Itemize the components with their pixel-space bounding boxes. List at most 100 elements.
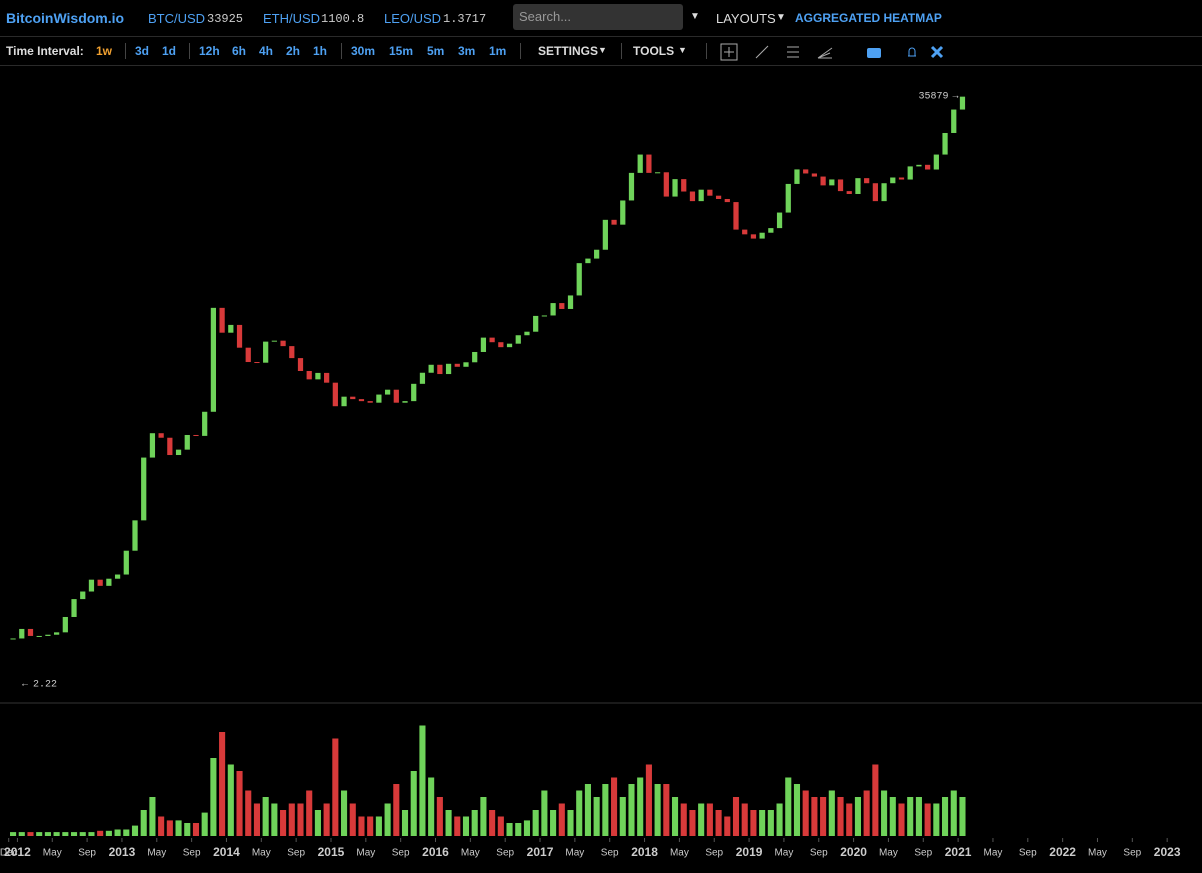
- candle: [280, 340, 286, 347]
- separator: [125, 43, 126, 59]
- ticker-price: 1.3717: [443, 12, 487, 26]
- interval-button[interactable]: 1d: [162, 44, 177, 58]
- hlines-icon[interactable]: [787, 46, 799, 58]
- candle: [829, 179, 835, 186]
- interval-button[interactable]: 1h: [313, 44, 328, 58]
- volume-bar: [341, 790, 348, 836]
- candle: [776, 212, 783, 229]
- volume-bar: [306, 790, 313, 836]
- candle: [637, 154, 643, 173]
- candle: [19, 628, 25, 639]
- toolbar: Time Interval: 1w 3d 1d 12h 6h 4h 2h 1h 30m 15m 5m…: [0, 37, 1202, 66]
- line-icon[interactable]: [755, 45, 769, 59]
- candle: [733, 202, 739, 230]
- interval-button[interactable]: 1m: [489, 44, 507, 58]
- candle: [533, 315, 539, 332]
- ticker-symbol[interactable]: BTC/USD: [148, 11, 206, 26]
- x-tick-label: May: [879, 848, 898, 859]
- crosshair-icon[interactable]: [720, 43, 738, 61]
- volume-bar: [62, 832, 69, 836]
- interval-button[interactable]: 3m: [458, 44, 476, 58]
- candle: [646, 154, 652, 173]
- candle: [245, 347, 251, 363]
- candle: [27, 628, 34, 636]
- interval-button[interactable]: 5m: [427, 44, 445, 58]
- high-label: 35879: [918, 91, 948, 102]
- dropdown-arrow[interactable]: ▼: [598, 45, 607, 55]
- layouts-menu[interactable]: LAYOUTS: [716, 11, 776, 26]
- dropdown-arrow[interactable]: ▼: [690, 11, 700, 22]
- volume-bar: [227, 764, 234, 836]
- interval-button[interactable]: 3d: [135, 44, 150, 58]
- volume-bar: [131, 825, 139, 836]
- volume-bar: [410, 771, 417, 836]
- dropdown-arrow[interactable]: ▼: [776, 12, 786, 23]
- candle: [742, 229, 748, 235]
- volume-bar: [184, 823, 191, 836]
- settings-menu[interactable]: SETTINGS: [538, 44, 599, 58]
- volume-bar: [637, 777, 644, 836]
- volume-bar: [654, 784, 661, 836]
- volume-bar: [471, 810, 478, 836]
- volume-bar: [959, 797, 966, 836]
- candle: [454, 363, 460, 367]
- volume-bar: [114, 829, 121, 836]
- candle: [820, 176, 826, 186]
- candle: [45, 634, 51, 636]
- candle: [219, 307, 225, 333]
- x-tick-label: May: [984, 848, 1003, 859]
- volume-bar: [384, 803, 391, 836]
- interval-button[interactable]: 6h: [232, 44, 247, 58]
- ticker-symbol[interactable]: ETH/USD: [263, 11, 321, 26]
- interval-button[interactable]: 2h: [286, 44, 301, 58]
- camera-icon[interactable]: [867, 48, 881, 58]
- x-tick-label: Sep: [183, 848, 201, 859]
- interval-button[interactable]: 4h: [259, 44, 274, 58]
- candle: [768, 228, 774, 233]
- candle: [724, 198, 730, 203]
- volume-bar: [776, 803, 783, 836]
- volume-bar: [611, 777, 618, 836]
- candle: [620, 200, 626, 225]
- heatmap-link[interactable]: AGGREGATED HEATMAP: [795, 11, 942, 25]
- interval-button[interactable]: 30m: [351, 44, 376, 58]
- volume-bar: [436, 797, 443, 836]
- interval-button[interactable]: 15m: [389, 44, 414, 58]
- volume-bar: [724, 816, 731, 836]
- volume-bar: [820, 797, 827, 836]
- candle: [585, 258, 591, 264]
- volume-bar: [201, 812, 208, 836]
- volume-bar: [619, 797, 626, 836]
- volume-bar: [393, 784, 400, 836]
- alert-icon[interactable]: [908, 47, 916, 57]
- volume-bar: [576, 790, 583, 836]
- candle: [10, 638, 16, 640]
- interval-button[interactable]: 1w: [96, 44, 113, 58]
- search-box[interactable]: Search...: [513, 4, 683, 30]
- ticker-symbol[interactable]: LEO/USD: [384, 11, 442, 26]
- candle: [289, 346, 295, 359]
- interval-button[interactable]: 12h: [199, 44, 220, 58]
- candle: [837, 179, 844, 192]
- x-tick-label: 2020: [840, 845, 867, 859]
- candle: [428, 364, 434, 373]
- volume-bar: [750, 810, 757, 836]
- candle: [506, 343, 513, 348]
- candle: [149, 433, 156, 458]
- tools-menu[interactable]: TOOLS: [633, 44, 675, 58]
- candle: [315, 372, 321, 380]
- fan-icon[interactable]: [817, 47, 833, 59]
- volume-bar: [53, 832, 60, 836]
- candle: [602, 219, 608, 250]
- x-tick-label: Sep: [601, 848, 619, 859]
- candle: [898, 177, 905, 180]
- fullscreen-icon[interactable]: [930, 45, 944, 59]
- volume-bar: [732, 797, 740, 836]
- dropdown-arrow[interactable]: ▼: [678, 45, 687, 55]
- candle: [114, 574, 121, 579]
- volume-bar: [889, 797, 896, 836]
- x-tick-label: 2013: [109, 845, 136, 859]
- volume-bar: [18, 832, 25, 836]
- logo[interactable]: BitcoinWisdom.io: [6, 10, 125, 26]
